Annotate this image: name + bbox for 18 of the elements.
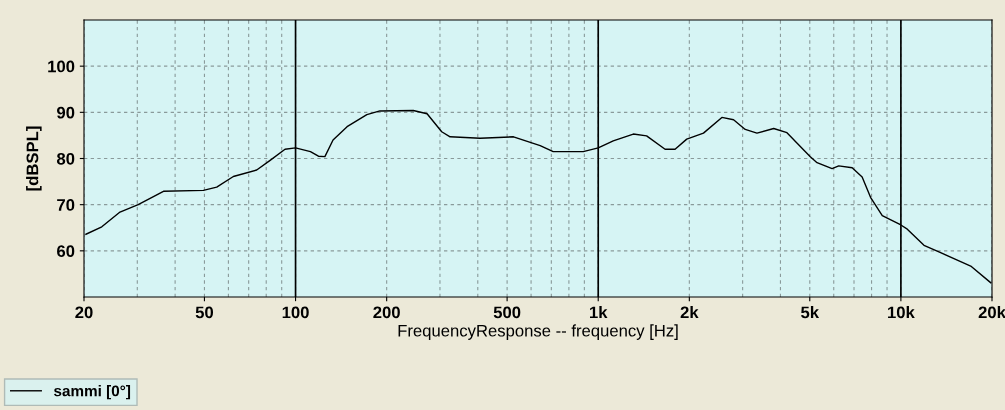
x-tick-label: 10k	[888, 306, 915, 319]
x-tick-label: 100	[282, 306, 309, 319]
x-tick-label: 50	[195, 306, 214, 319]
y-tick-label: 100	[48, 60, 75, 73]
x-tick-label: 2k	[680, 306, 699, 319]
x-tick-label: 20k	[978, 306, 1005, 319]
x-tick-label: 200	[373, 306, 400, 319]
y-axis-title: [dBSPL]	[26, 126, 42, 191]
y-tick-label: 60	[57, 245, 75, 258]
y-tick-label: 90	[57, 106, 75, 119]
x-tick-label: 5k	[801, 306, 820, 319]
y-tick-label: 70	[57, 199, 75, 211]
x-tick-label: 20	[75, 306, 93, 319]
x-axis-title: FrequencyResponse -- frequency [Hz]	[398, 324, 678, 340]
x-tick-label: 500	[493, 306, 521, 319]
x-tick-label: 1k	[590, 306, 608, 319]
legend-label: sammi [0°]	[54, 385, 131, 400]
y-tick-label: 80	[56, 152, 75, 165]
